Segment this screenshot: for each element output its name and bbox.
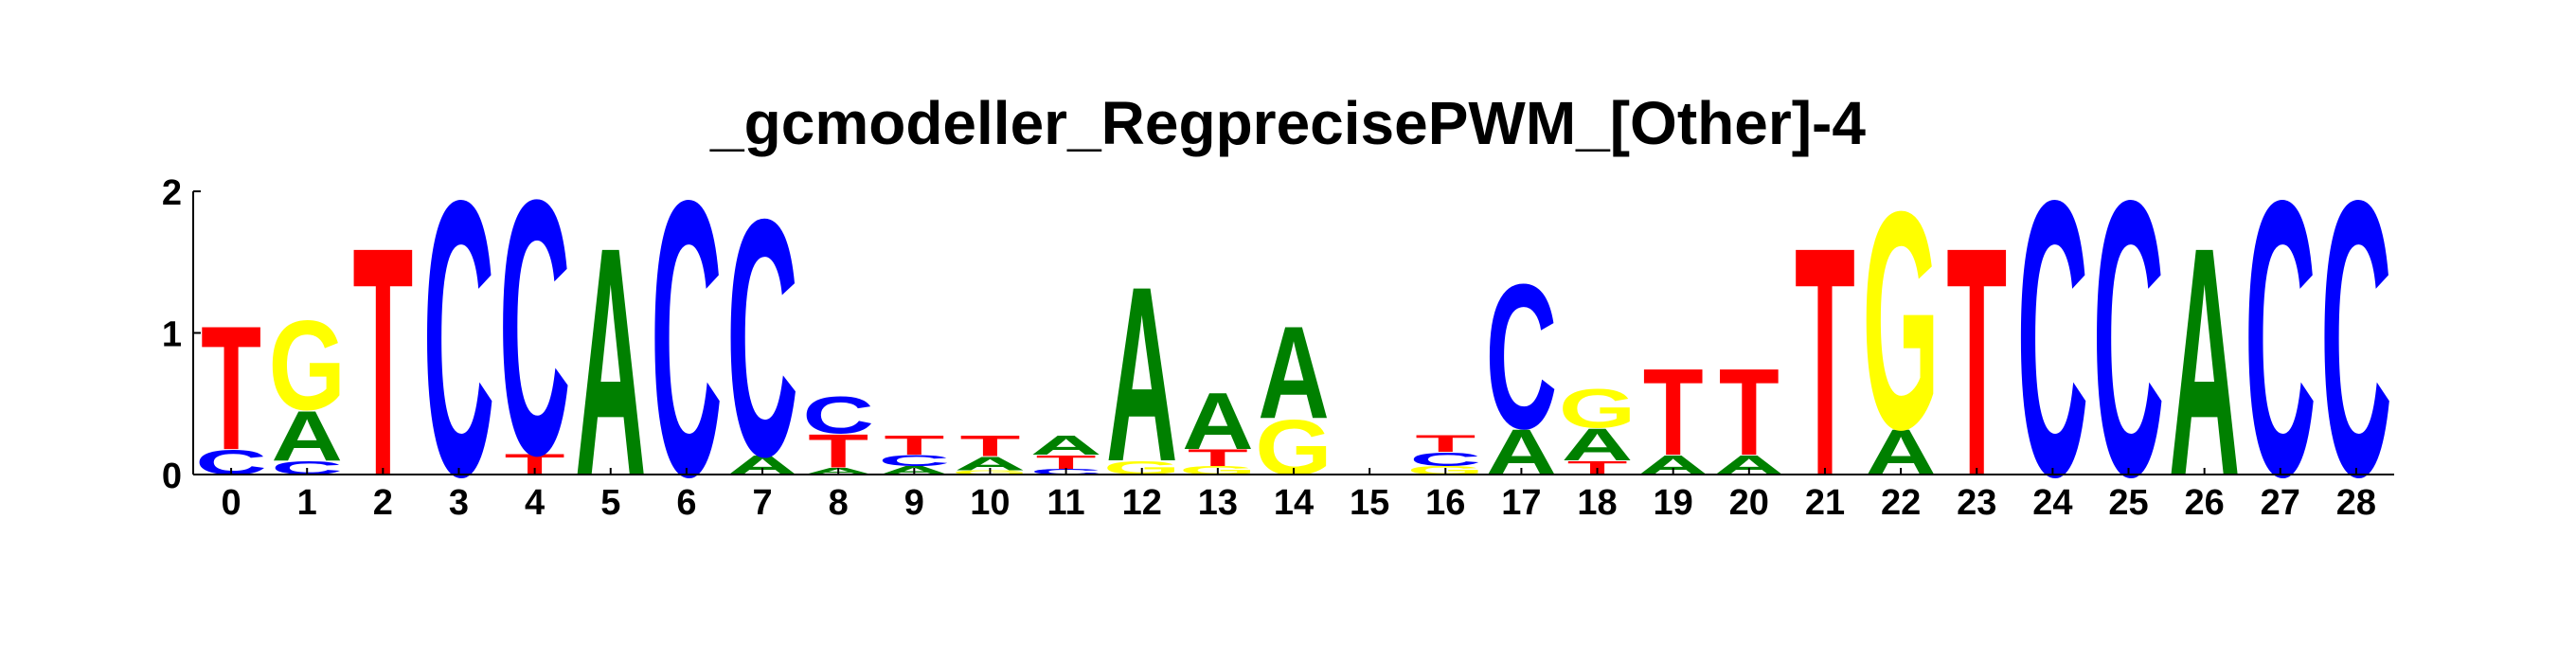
x-tick-label: 5 [600,483,620,523]
x-tick-label: 22 [1881,483,1921,523]
logo-letter-pos12-A: A [1106,234,1178,514]
logo-letter-pos3-C: C [423,120,495,560]
x-tick-label: 18 [1577,483,1617,523]
x-tick-label: 27 [2261,483,2300,523]
logo-letter-pos22-A: A [1865,416,1937,489]
logo-letter-pos12-G: G [1103,457,1180,478]
logo-letter-pos19-A: A [1637,450,1709,481]
logo-letter-pos17-A: A [1486,416,1558,489]
logo-letter-pos17-C: C [1486,242,1558,473]
x-tick-label: 12 [1122,483,1162,523]
x-tick-label: 17 [1501,483,1541,523]
x-tick-label: 4 [525,483,545,523]
logo-letter-pos0-C: C [195,442,267,482]
x-tick-label: 26 [2185,483,2225,523]
logo-letter-pos18-A: A [1562,420,1634,470]
logo-letter-pos9-C: C [879,452,951,470]
y-tick-label: 1 [162,315,182,355]
logo-letter-pos9-T: T [884,430,944,461]
logo-letters: CTCAGTCTCACACATCACTGATCTAGAGTAGAGCTACTAG… [195,120,2391,560]
logo-letter-pos11-T: T [1036,451,1097,473]
logo-letter-pos1-A: A [271,397,343,475]
x-tick-label: 16 [1425,483,1465,523]
logo-letter-pos16-C: C [1409,448,1481,470]
x-tick-label: 3 [449,483,469,523]
logo-letter-pos4-T: T [505,448,565,481]
logo-letter-pos13-T: T [1188,445,1248,472]
logo-letter-pos7-A: A [726,450,798,481]
logo-letter-pos16-T: T [1415,431,1476,457]
x-tick-label: 15 [1350,483,1389,523]
logo-letter-pos11-A: A [1030,430,1102,461]
logo-letter-pos26-A: A [2169,178,2241,544]
logo-letter-pos27-C: C [2245,120,2317,560]
logo-letter-pos21-T: T [1795,178,1855,544]
logo-letter-pos22-G: G [1862,147,1939,493]
logo-letter-pos6-C: C [651,120,723,560]
logo-letter-pos4-C: C [499,124,571,531]
logo-letter-pos1-G: G [269,294,346,437]
logo-letter-pos20-T: T [1719,344,1780,482]
logo-letter-pos23-T: T [1946,178,2007,544]
x-tick-label: 25 [2108,483,2148,523]
logo-letter-pos2-T: T [352,178,413,544]
x-tick-label: 2 [373,483,393,523]
x-tick-label: 0 [221,483,241,523]
x-tick-label: 11 [1047,483,1085,523]
logo-letter-pos14-G: G [1255,403,1332,492]
logo-letter-pos5-A: A [575,178,647,544]
logo-letter-pos1-C: C [271,457,343,478]
x-tick-label: 8 [829,483,849,523]
logo-letter-pos0-T: T [201,290,261,488]
logo-letter-pos19-T: T [1643,344,1704,482]
logo-letter-pos20-A: A [1713,450,1785,481]
logo-letter-pos10-A: A [955,453,1027,475]
logo-letter-pos8-C: C [802,385,874,445]
chart-title: _gcmodeller_RegprecisePWM_[Other]-4 [709,89,1866,157]
x-tick-label: 19 [1654,483,1693,523]
logo-letter-pos25-C: C [2093,120,2165,560]
x-tick-label: 24 [2032,483,2072,523]
logo-letter-pos14-A: A [1258,300,1330,447]
y-tick-label: 2 [162,173,182,213]
logo-letter-pos24-C: C [2017,120,2089,560]
x-tick-label: 9 [904,483,924,523]
x-tick-label: 28 [2336,483,2376,523]
x-tick-label: 1 [297,483,317,523]
x-tick-label: 7 [752,483,772,523]
logo-letter-pos7-C: C [726,149,798,527]
x-tick-label: 21 [1805,483,1845,523]
y-tick-label: 0 [162,457,182,496]
logo-letter-pos10-T: T [960,430,1021,463]
x-tick-label: 20 [1729,483,1769,523]
x-tick-label: 13 [1198,483,1238,523]
x-tick-label: 6 [676,483,696,523]
logo-letter-pos18-T: T [1567,457,1628,478]
logo-letter-pos18-G: G [1559,378,1636,439]
x-tick-label: 14 [1274,483,1314,523]
x-tick-label: 23 [1957,483,1996,523]
logo-letter-pos13-A: A [1182,377,1254,467]
x-tick-label: 10 [970,483,1010,523]
logo-letter-pos28-C: C [2320,120,2392,560]
